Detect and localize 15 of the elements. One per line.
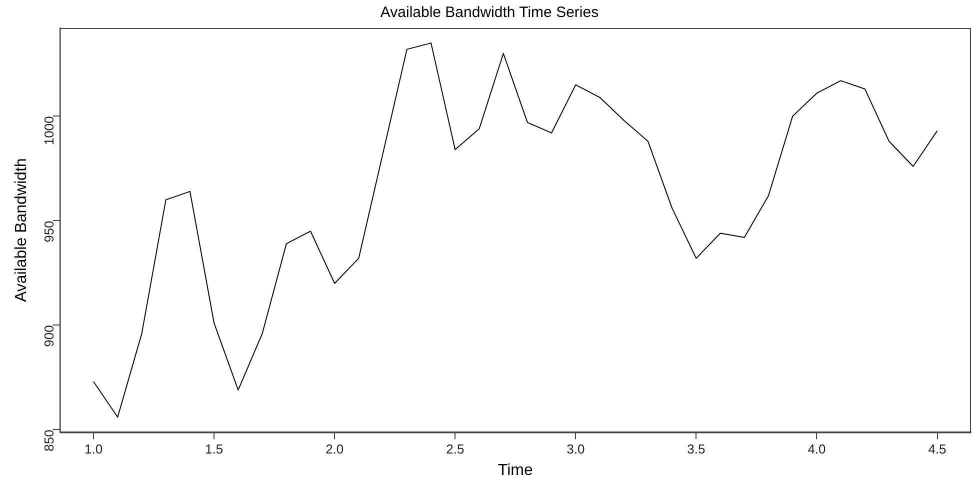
x-axis-title: Time (498, 462, 533, 479)
x-tick-label: 1.5 (205, 442, 224, 457)
y-axis-title: Available Bandwidth (13, 158, 30, 302)
y-tick-label: 900 (41, 325, 56, 347)
x-tick-label: 2.0 (326, 442, 344, 457)
x-tick-label: 3.0 (566, 442, 585, 457)
chart-title: Available Bandwidth Time Series (380, 4, 599, 22)
x-tick-label: 1.0 (84, 442, 103, 457)
x-tick-label: 4.0 (808, 442, 826, 457)
x-tick-label: 2.5 (446, 442, 464, 457)
y-tick-label: 850 (41, 430, 56, 452)
x-tick-label: 3.5 (687, 442, 706, 457)
y-tick-label: 950 (41, 220, 56, 242)
x-tick-label: 4.5 (928, 442, 946, 457)
y-tick-label: 1000 (41, 116, 56, 146)
